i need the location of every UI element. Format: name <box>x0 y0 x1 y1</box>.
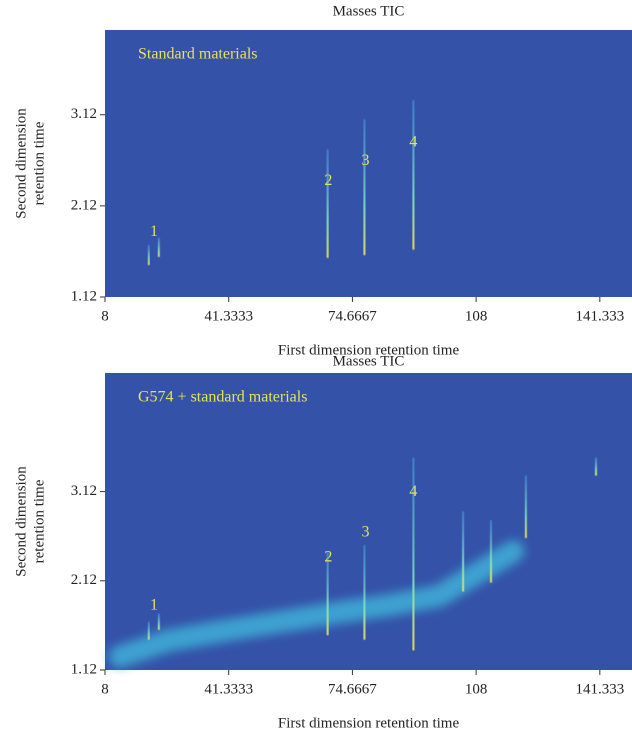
x-tick-label: 141.333 <box>575 308 624 324</box>
peak-streak <box>524 475 527 538</box>
peak-streak <box>326 149 329 258</box>
peak-streak <box>462 511 465 592</box>
x-tick-label: 8 <box>101 681 109 697</box>
x-axis-label: First dimension retention time <box>278 715 460 731</box>
y-axis-label: Second dimension <box>13 108 29 219</box>
peak-streak <box>363 119 366 256</box>
annotation: Standard materials <box>138 46 258 63</box>
x-tick-label: 108 <box>465 681 488 697</box>
peak-streak <box>363 545 366 640</box>
x-tick-label: 108 <box>465 308 488 324</box>
peak-label: 4 <box>409 483 417 500</box>
y-axis-label: retention time <box>31 121 47 205</box>
chart-title: Masses TIC <box>333 3 405 19</box>
peak-label: 2 <box>324 548 332 565</box>
peak-label: 1 <box>150 223 158 240</box>
plot-background <box>105 30 632 297</box>
x-tick-label: 8 <box>101 308 109 324</box>
annotation: G574 + standard materials <box>138 389 307 406</box>
x-tick-label: 141.333 <box>575 681 624 697</box>
peak-streak <box>147 621 150 640</box>
peak-label: 4 <box>409 134 417 151</box>
y-tick-label: 1.12 <box>71 288 97 304</box>
y-tick-label: 2.12 <box>71 572 97 588</box>
y-tick-label: 3.12 <box>71 483 97 499</box>
chart-title: Masses TIC <box>333 353 405 369</box>
peak-label: 1 <box>150 596 158 613</box>
x-tick-label: 41.3333 <box>204 681 253 697</box>
peak-streak <box>595 457 598 476</box>
plot-background <box>105 373 632 670</box>
x-tick-label: 41.3333 <box>204 308 253 324</box>
x-tick-label: 74.6667 <box>328 308 377 324</box>
peak-streak <box>147 245 150 266</box>
peak-streak <box>157 613 160 630</box>
y-axis-label: Second dimension <box>13 466 29 577</box>
peak-label: 3 <box>362 523 370 540</box>
peak-label: 2 <box>324 172 332 189</box>
peak-streak <box>326 551 329 636</box>
y-axis-label: retention time <box>31 479 47 563</box>
peak-label: 3 <box>362 152 370 169</box>
peak-streak <box>412 457 415 651</box>
y-tick-label: 1.12 <box>71 661 97 677</box>
peak-streak <box>412 100 415 250</box>
x-tick-label: 74.6667 <box>328 681 377 697</box>
peak-streak <box>489 520 492 583</box>
peak-streak <box>157 237 160 257</box>
y-tick-label: 3.12 <box>71 106 97 122</box>
ridge <box>108 540 525 668</box>
y-tick-label: 2.12 <box>71 197 97 213</box>
x-axis-label: First dimension retention time <box>278 342 460 358</box>
